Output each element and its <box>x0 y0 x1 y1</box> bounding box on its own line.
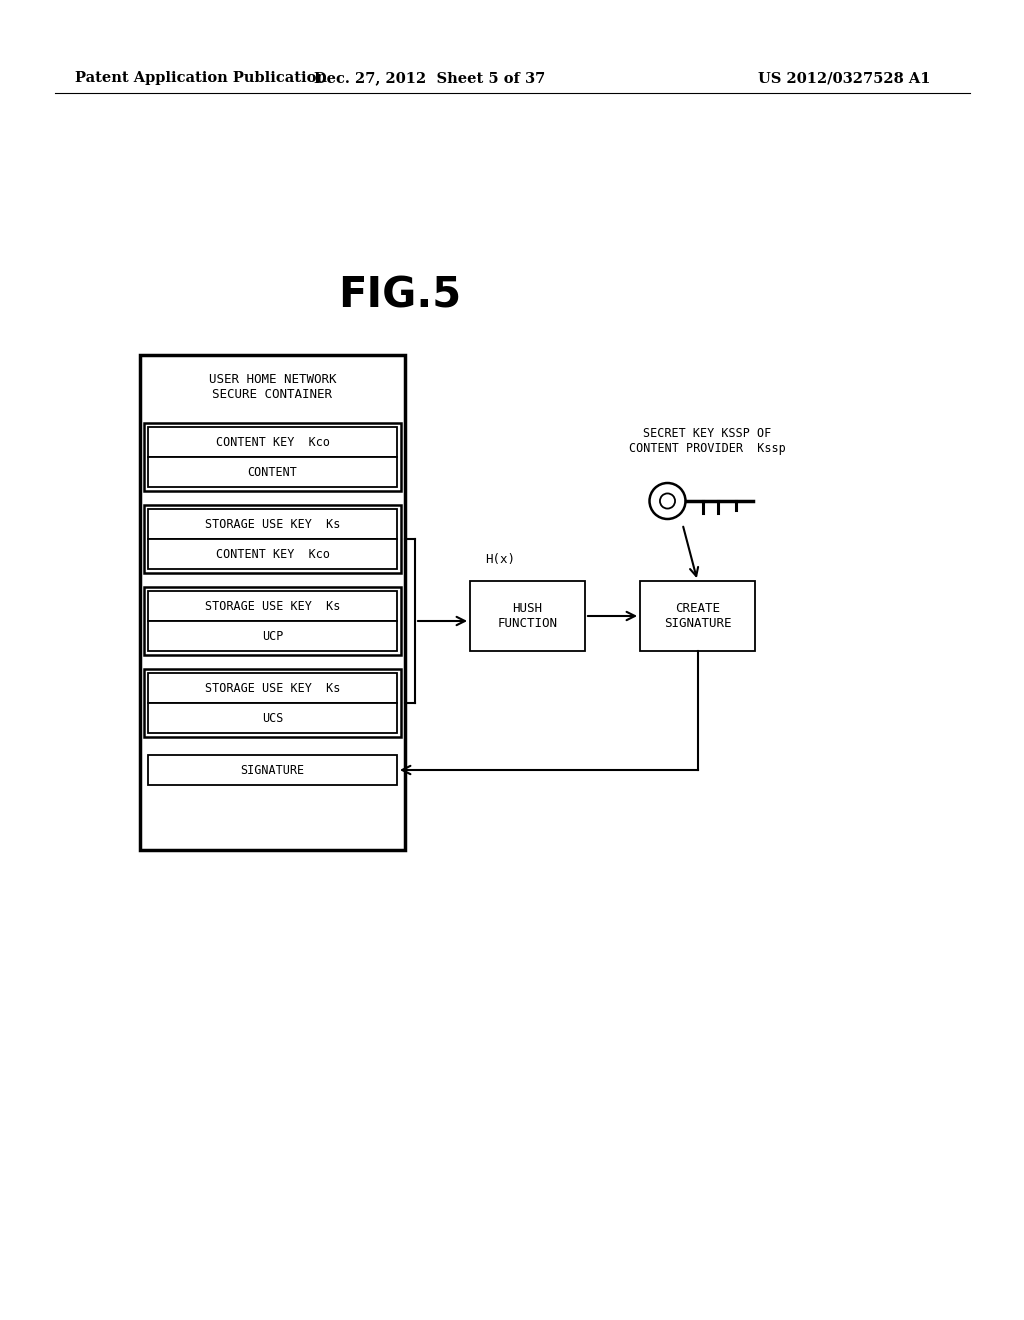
Text: CONTENT KEY  Kco: CONTENT KEY Kco <box>215 436 330 449</box>
Bar <box>148 673 397 704</box>
Bar <box>640 581 755 651</box>
Bar <box>148 457 397 487</box>
Bar <box>148 704 397 733</box>
Text: HUSH
FUNCTION: HUSH FUNCTION <box>498 602 557 630</box>
Circle shape <box>659 494 675 508</box>
Bar <box>144 587 401 655</box>
Text: STORAGE USE KEY  Ks: STORAGE USE KEY Ks <box>205 599 340 612</box>
Text: H(x): H(x) <box>485 553 515 566</box>
Text: UCP: UCP <box>262 630 284 643</box>
Bar <box>144 669 401 737</box>
Text: UCS: UCS <box>262 711 284 725</box>
Text: CONTENT: CONTENT <box>248 466 297 479</box>
Text: STORAGE USE KEY  Ks: STORAGE USE KEY Ks <box>205 517 340 531</box>
Text: CONTENT KEY  Kco: CONTENT KEY Kco <box>215 548 330 561</box>
Bar <box>144 506 401 573</box>
Text: Dec. 27, 2012  Sheet 5 of 37: Dec. 27, 2012 Sheet 5 of 37 <box>314 71 546 84</box>
Bar <box>148 539 397 569</box>
Bar <box>148 591 397 620</box>
Text: SIGNATURE: SIGNATURE <box>241 763 304 776</box>
Text: CREATE
SIGNATURE: CREATE SIGNATURE <box>664 602 731 630</box>
Bar <box>470 581 585 651</box>
Text: STORAGE USE KEY  Ks: STORAGE USE KEY Ks <box>205 681 340 694</box>
Bar <box>144 422 401 491</box>
Text: US 2012/0327528 A1: US 2012/0327528 A1 <box>758 71 930 84</box>
Bar <box>148 426 397 457</box>
Bar <box>148 755 397 785</box>
Text: USER HOME NETWORK
SECURE CONTAINER: USER HOME NETWORK SECURE CONTAINER <box>209 374 336 401</box>
Text: FIG.5: FIG.5 <box>339 275 462 315</box>
Bar <box>148 510 397 539</box>
Text: Patent Application Publication: Patent Application Publication <box>75 71 327 84</box>
Bar <box>140 355 406 850</box>
Circle shape <box>649 483 685 519</box>
Bar <box>148 620 397 651</box>
Text: SECRET KEY KSSP OF
CONTENT PROVIDER  Kssp: SECRET KEY KSSP OF CONTENT PROVIDER Kssp <box>629 426 785 455</box>
